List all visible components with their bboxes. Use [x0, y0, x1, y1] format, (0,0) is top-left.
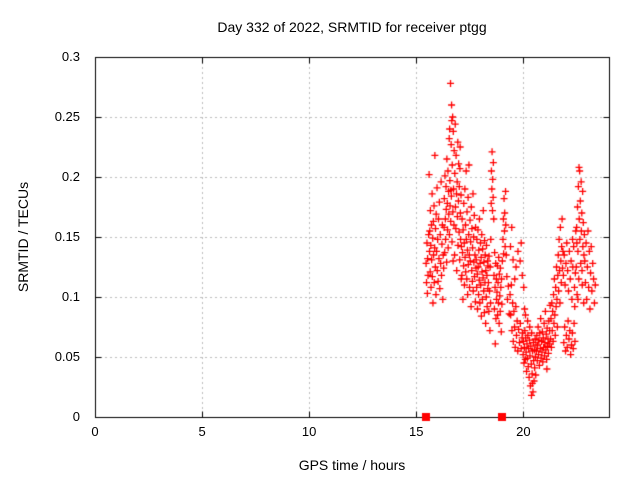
y-tick-label: 0.25: [54, 109, 80, 124]
y-tick-label: 0: [72, 409, 80, 424]
y-tick-label: 0.1: [61, 289, 80, 304]
y-tick-label: 0.15: [54, 229, 80, 244]
x-tick-label: 10: [301, 424, 317, 439]
y-tick-label: 0.2: [61, 169, 80, 184]
x-tick-label: 20: [516, 424, 531, 439]
chart-title: Day 332 of 2022, SRMTID for receiver ptg…: [217, 19, 487, 35]
x-tick-label: 0: [91, 424, 99, 439]
x-axis-label: GPS time / hours: [298, 457, 406, 473]
y-tick-label: 0.3: [61, 49, 80, 64]
x-tick-label: 15: [409, 424, 424, 439]
x-tick-label: 5: [198, 424, 206, 439]
y-tick-label: 0.05: [54, 349, 80, 364]
